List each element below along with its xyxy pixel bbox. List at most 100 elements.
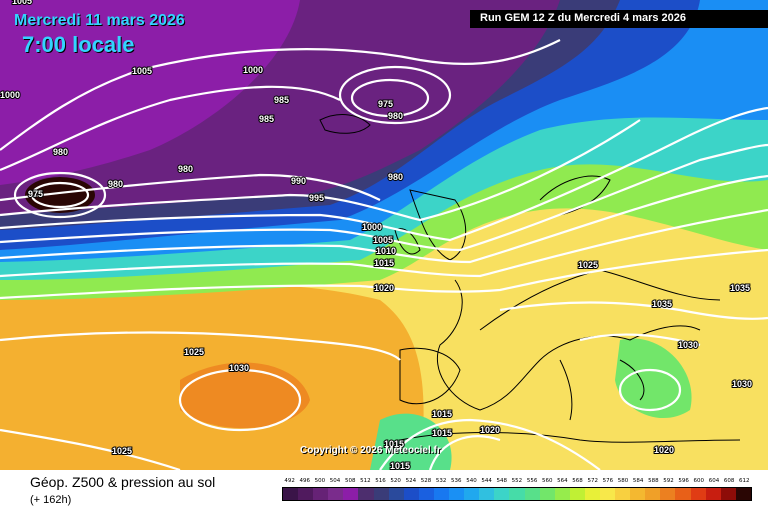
scale-swatch (449, 488, 465, 500)
scale-label: 580 (617, 478, 629, 484)
scale-label: 520 (390, 478, 401, 484)
isobar-label: 985 (259, 114, 274, 124)
scale-label: 532 (435, 478, 447, 484)
scale-swatch (298, 488, 314, 500)
scale-swatch (599, 488, 616, 500)
scale-swatch (705, 488, 721, 500)
coast-iceland (319, 114, 371, 134)
scale-label: 516 (375, 478, 386, 484)
isobar-line (0, 428, 181, 470)
scale-label: 528 (420, 478, 432, 484)
isobar-labels: 1005 1005 1000 1000 985 985 975 980 980 … (0, 0, 753, 470)
scale-label: 592 (663, 478, 674, 484)
scale-label: 560 (541, 478, 553, 484)
legend-footer: Géop. Z500 & pression au sol (+ 162h) 49… (0, 470, 768, 512)
scale-label: 496 (299, 478, 310, 484)
scale-swatch (433, 488, 450, 500)
coast-scandinavia (539, 175, 611, 216)
isobar-label: 1015 (374, 258, 394, 268)
isobar-line (0, 248, 768, 300)
scale-swatch (283, 488, 299, 500)
scale-swatch (675, 488, 691, 500)
scale-swatch (645, 488, 661, 500)
isobar-line (0, 143, 768, 252)
isobar-ring (178, 368, 302, 432)
scale-swatch (524, 488, 540, 500)
isobar-line (0, 119, 641, 222)
coast-italy (559, 359, 573, 421)
forecast-time: 7:00 locale (22, 32, 135, 57)
scale-swatch (403, 488, 419, 500)
scale-swatch (328, 488, 344, 500)
isobar-label: 1000 (243, 65, 263, 75)
scale-label: 584 (632, 478, 644, 484)
scale-label: 596 (678, 478, 689, 484)
isobar-label: 1030 (732, 379, 752, 389)
scale-label: 524 (405, 478, 417, 484)
scale-swatch (509, 488, 525, 500)
coast-ireland (394, 228, 421, 255)
isobar-label: 1020 (374, 283, 394, 293)
isobar-label: 990 (291, 176, 306, 186)
coastlines (319, 114, 741, 443)
isobar-label: 1015 (384, 439, 404, 449)
isobar-label: 1015 (432, 428, 452, 438)
isobar-label: 1015 (432, 409, 452, 419)
isobar-label: 1030 (678, 340, 698, 350)
isobar-label: 1020 (654, 445, 674, 455)
run-info-box: Run GEM 12 Z du Mercredi 4 mars 2026 (470, 10, 768, 28)
isobar-label: 1005 (132, 66, 152, 76)
isobar-line (499, 301, 768, 320)
isobar-label: 1010 (376, 246, 396, 256)
isobar-label: 980 (388, 172, 403, 182)
isobar-line (0, 85, 341, 172)
isobar-line (0, 39, 561, 151)
scale-swatch (660, 488, 676, 500)
isobar-label: 980 (388, 111, 403, 121)
scale-label: 512 (360, 478, 371, 484)
scale-label: 552 (511, 478, 523, 484)
scale-label: 500 (314, 478, 326, 484)
isobar-label: 980 (108, 179, 123, 189)
isobar-label: 1025 (184, 347, 204, 357)
scale-swatch (630, 488, 646, 500)
scale-swatch (584, 488, 600, 500)
scale-swatch (418, 488, 434, 500)
isobar-ring (13, 171, 107, 219)
scale-swatch (464, 488, 480, 500)
scale-swatch (343, 488, 359, 500)
coast-continent (436, 279, 701, 411)
field-green-patch (615, 338, 692, 419)
scale-label: 556 (526, 478, 538, 484)
isobar-label: 1025 (112, 446, 132, 456)
scale-label: 492 (284, 478, 295, 484)
isobar-ring (350, 78, 430, 118)
coast-africa (399, 432, 741, 443)
isobar-label: 1035 (730, 283, 750, 293)
field-orange-core (180, 362, 310, 429)
isobar-label: 1000 (362, 222, 382, 232)
scale-label: 612 (739, 478, 750, 484)
scale-swatch (720, 488, 736, 500)
isobar-label: 975 (378, 99, 393, 109)
copyright-notice: Copyright © 2026 Meteociel.fr (300, 445, 441, 456)
field-violet (0, 0, 300, 185)
scale-swatch (615, 488, 631, 500)
coast-uk (409, 189, 467, 261)
legend-title: Géop. Z500 & pression au sol (30, 474, 216, 490)
scale-label: 572 (587, 478, 598, 484)
scale-swatch (494, 488, 510, 500)
scale-labels: 492 496 500 504 508 512 516 520 524 528 532 536 540 5… (282, 478, 752, 484)
isobar-label: 995 (309, 193, 324, 203)
scale-swatch (313, 488, 329, 500)
isobar-line (0, 208, 768, 278)
scale-label: 544 (481, 478, 492, 484)
scale-label: 588 (648, 478, 659, 484)
color-scale: 492 496 500 504 508 512 516 520 524 528 532 536 540 5… (282, 478, 752, 501)
scale-swatch (358, 488, 374, 500)
isobar-label: 1025 (578, 260, 598, 270)
isobar-label: 1035 (652, 299, 672, 309)
isobar-label: 975 (28, 189, 43, 199)
scale-bar (282, 487, 752, 501)
